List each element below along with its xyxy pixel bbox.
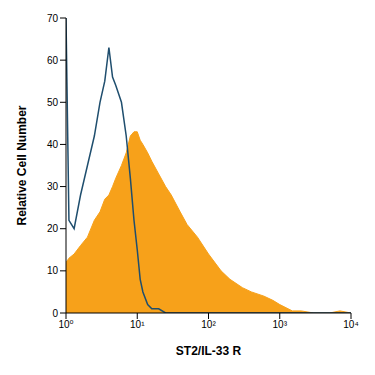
svg-text:Relative Cell Number: Relative Cell Number [15,105,29,225]
svg-text:40: 40 [47,139,59,150]
svg-text:10⁴: 10⁴ [343,319,358,330]
svg-text:10: 10 [47,265,59,276]
svg-text:50: 50 [47,97,59,108]
svg-text:60: 60 [47,55,59,66]
svg-text:20: 20 [47,223,59,234]
svg-text:70: 70 [47,13,59,24]
svg-text:10³: 10³ [273,319,288,330]
svg-text:30: 30 [47,181,59,192]
svg-text:0: 0 [52,308,58,319]
svg-text:10⁰: 10⁰ [58,319,73,330]
svg-text:10¹: 10¹ [130,319,145,330]
svg-text:10²: 10² [201,319,216,330]
svg-text:ST2/IL-33 R: ST2/IL-33 R [176,344,242,358]
